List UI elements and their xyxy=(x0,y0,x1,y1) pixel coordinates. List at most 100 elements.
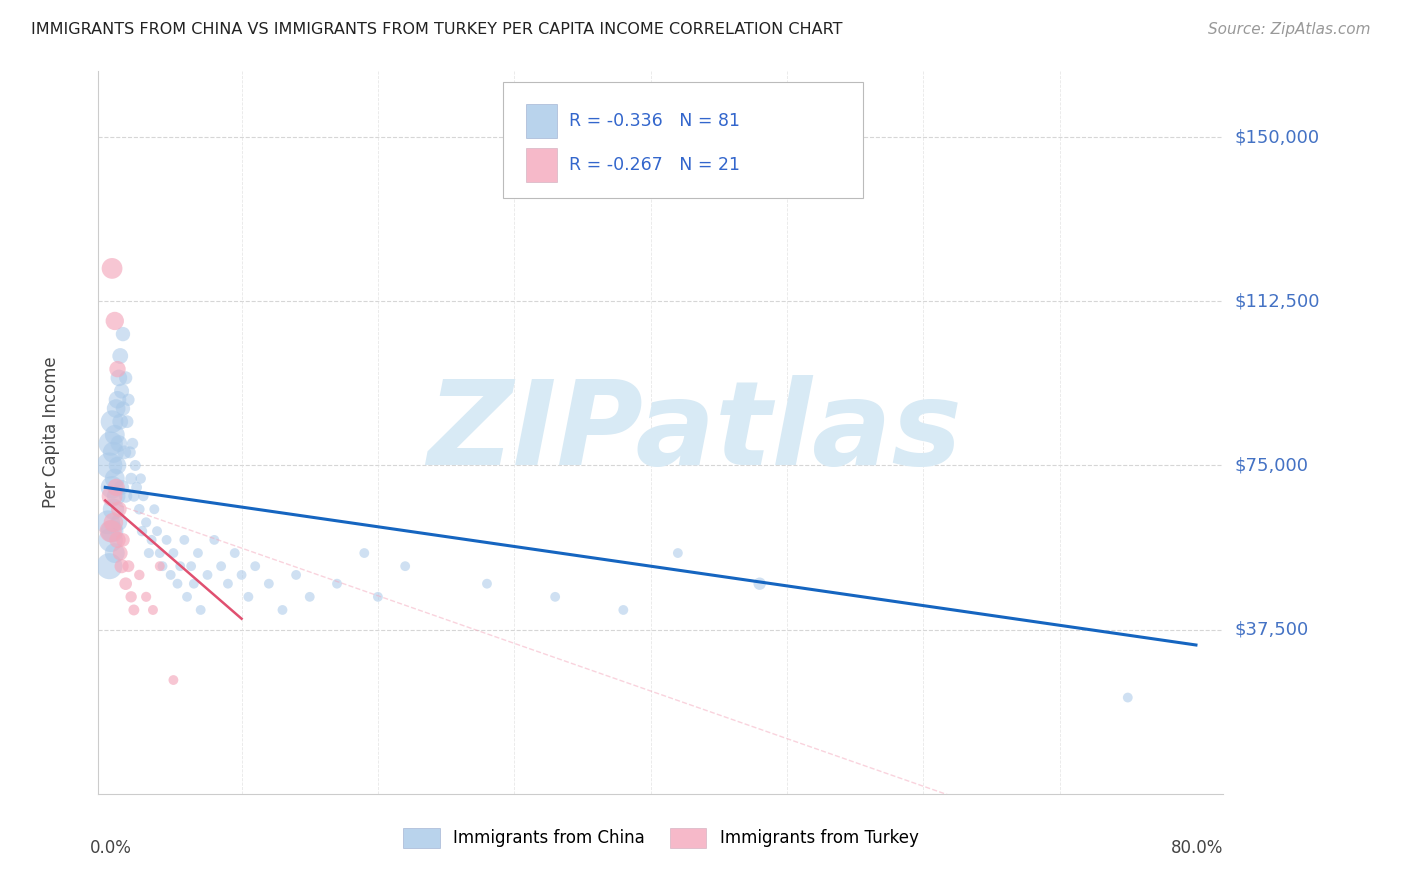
Bar xyxy=(526,103,557,138)
Point xyxy=(100,533,122,547)
Text: $150,000: $150,000 xyxy=(1234,128,1319,146)
Point xyxy=(120,472,142,486)
Point xyxy=(190,603,212,617)
Point xyxy=(238,590,260,604)
Point xyxy=(152,559,174,574)
Point xyxy=(104,546,127,560)
Point xyxy=(117,559,139,574)
Point xyxy=(98,559,121,574)
Point xyxy=(245,559,267,574)
Point xyxy=(103,445,125,459)
Point xyxy=(129,472,152,486)
Point xyxy=(209,559,232,574)
Point xyxy=(103,502,125,516)
Point xyxy=(101,261,124,276)
Point xyxy=(173,533,195,547)
Point xyxy=(353,546,375,560)
Point xyxy=(108,516,131,530)
Point xyxy=(108,371,131,385)
Point xyxy=(162,546,184,560)
Point xyxy=(149,559,172,574)
Point xyxy=(131,524,153,538)
Point xyxy=(475,576,498,591)
Point xyxy=(544,590,567,604)
Text: Source: ZipAtlas.com: Source: ZipAtlas.com xyxy=(1208,22,1371,37)
Point xyxy=(748,576,770,591)
Point xyxy=(138,546,160,560)
FancyBboxPatch shape xyxy=(503,82,863,198)
Point xyxy=(101,480,124,494)
Point xyxy=(108,436,131,450)
Point xyxy=(104,427,127,442)
Point xyxy=(118,445,141,459)
Point xyxy=(107,533,129,547)
Point xyxy=(100,524,122,538)
Point xyxy=(166,576,188,591)
Point xyxy=(135,590,157,604)
Point xyxy=(110,349,132,363)
Point xyxy=(110,559,132,574)
Point xyxy=(101,524,124,538)
Text: R = -0.336   N = 81: R = -0.336 N = 81 xyxy=(568,112,740,130)
Point xyxy=(183,576,205,591)
Point xyxy=(128,502,150,516)
Point xyxy=(114,576,136,591)
Point xyxy=(108,502,131,516)
Text: $112,500: $112,500 xyxy=(1234,293,1320,310)
Text: R = -0.267   N = 21: R = -0.267 N = 21 xyxy=(568,156,740,175)
Point xyxy=(112,445,135,459)
Point xyxy=(105,401,128,416)
Point xyxy=(110,480,132,494)
Point xyxy=(257,576,280,591)
Point xyxy=(224,546,246,560)
Point xyxy=(271,603,294,617)
Text: $75,000: $75,000 xyxy=(1234,457,1309,475)
Point xyxy=(97,516,120,530)
Text: 80.0%: 80.0% xyxy=(1171,838,1223,856)
Point xyxy=(103,516,125,530)
Point xyxy=(120,590,142,604)
Point xyxy=(142,603,165,617)
Text: Per Capita Income: Per Capita Income xyxy=(42,357,60,508)
Point xyxy=(176,590,198,604)
Point xyxy=(231,568,253,582)
Point xyxy=(141,533,163,547)
Point xyxy=(110,384,132,398)
Point xyxy=(114,489,136,503)
Point xyxy=(110,415,132,429)
Text: IMMIGRANTS FROM CHINA VS IMMIGRANTS FROM TURKEY PER CAPITA INCOME CORRELATION CH: IMMIGRANTS FROM CHINA VS IMMIGRANTS FROM… xyxy=(31,22,842,37)
Point xyxy=(285,568,308,582)
Point xyxy=(124,458,146,473)
Point xyxy=(107,362,129,376)
Point xyxy=(122,489,145,503)
Point xyxy=(143,502,166,516)
Point xyxy=(107,392,129,407)
Point xyxy=(125,480,148,494)
Point xyxy=(121,436,143,450)
Point xyxy=(326,576,349,591)
Point xyxy=(149,546,172,560)
Point xyxy=(122,603,145,617)
Point xyxy=(105,489,128,503)
Point xyxy=(105,480,128,494)
Point xyxy=(169,559,191,574)
Point xyxy=(1116,690,1139,705)
Point xyxy=(135,516,157,530)
Point xyxy=(128,568,150,582)
Point xyxy=(107,458,129,473)
Point xyxy=(187,546,209,560)
Point xyxy=(132,489,155,503)
Point xyxy=(155,533,177,547)
Bar xyxy=(526,148,557,183)
Text: 0.0%: 0.0% xyxy=(90,838,131,856)
Point xyxy=(202,533,225,547)
Point xyxy=(100,436,122,450)
Point xyxy=(612,603,634,617)
Point xyxy=(101,489,124,503)
Legend: Immigrants from China, Immigrants from Turkey: Immigrants from China, Immigrants from T… xyxy=(396,822,925,855)
Point xyxy=(104,314,127,328)
Point xyxy=(367,590,389,604)
Point xyxy=(146,524,169,538)
Point xyxy=(162,673,184,687)
Point xyxy=(110,546,132,560)
